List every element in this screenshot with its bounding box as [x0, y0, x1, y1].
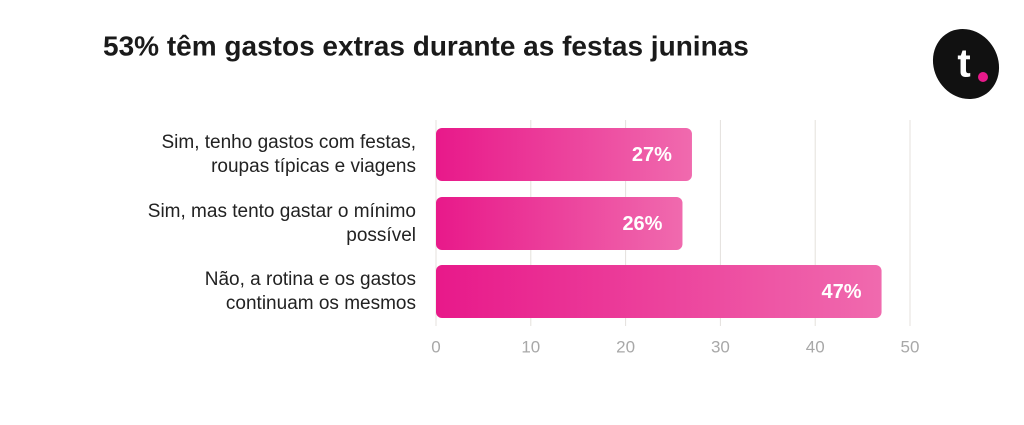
value-label: 26% — [622, 213, 662, 235]
category-label: Sim, tenho gastos com festas, roupas típ… — [161, 131, 416, 177]
category-label: Não, a rotina e os gastos continuam os m… — [204, 268, 416, 314]
bar — [436, 197, 683, 250]
value-label: 47% — [822, 281, 862, 303]
bar — [436, 265, 882, 318]
category-label: Sim, mas tento gastar o mínimo possível — [147, 200, 416, 246]
logo-text: t — [957, 42, 970, 86]
logo: t — [932, 28, 1000, 100]
x-tick-label: 50 — [901, 337, 920, 356]
x-tick-label: 20 — [616, 337, 635, 356]
logo-dot — [978, 72, 988, 82]
x-tick-label: 40 — [806, 337, 825, 356]
bar — [436, 128, 692, 181]
x-tick-label: 10 — [521, 337, 540, 356]
value-label: 27% — [632, 144, 672, 166]
chart-title: 53% têm gastos extras durante as festas … — [103, 30, 749, 61]
x-tick-label: 0 — [431, 337, 440, 356]
x-tick-label: 30 — [711, 337, 730, 356]
